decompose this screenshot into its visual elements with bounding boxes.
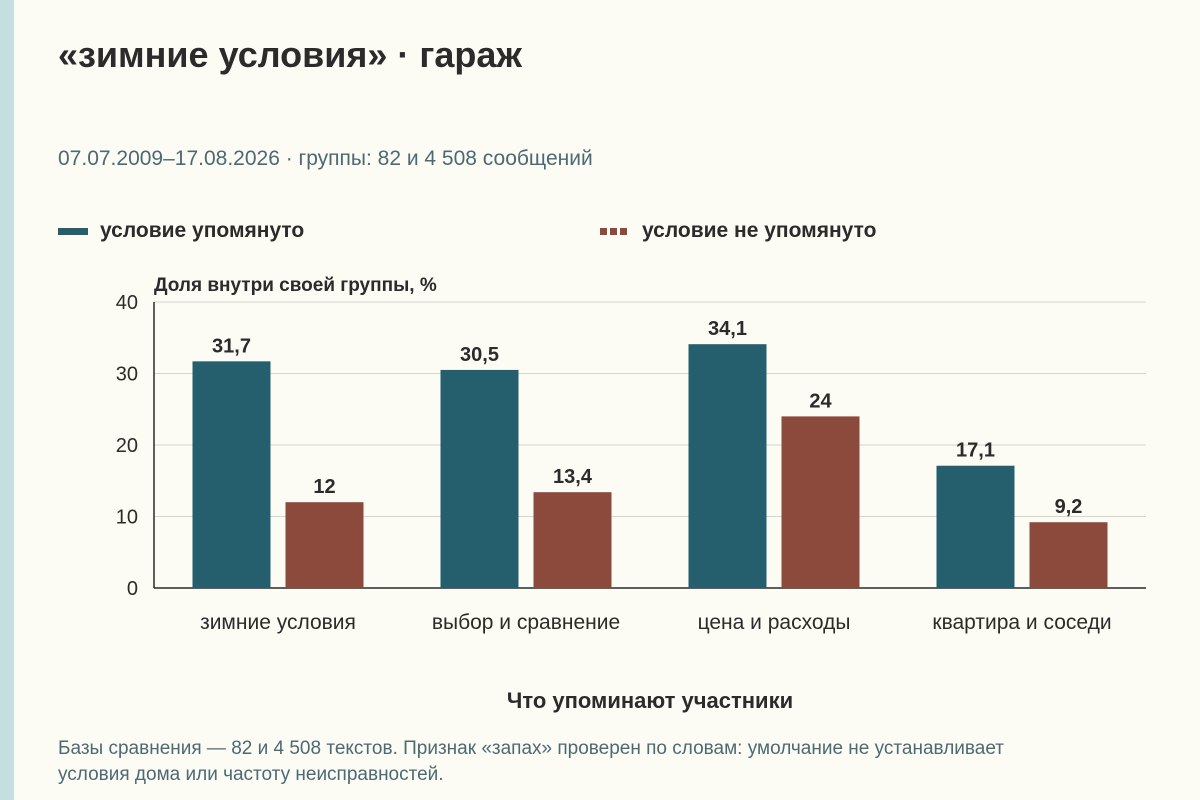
x-tick-label: выбор и сравнение — [432, 611, 620, 634]
legend-swatch-mentioned — [58, 227, 88, 235]
x-axis-label: Что упоминают участники — [507, 688, 793, 713]
bar-mentioned — [936, 465, 1015, 588]
bar-value-label: 24 — [809, 390, 832, 412]
y-tick-label: 40 — [116, 292, 138, 314]
y-tick-label: 0 — [127, 578, 138, 600]
y-tick-label: 10 — [116, 507, 138, 529]
legend-label-not-mentioned: условие не упомянуто — [642, 219, 877, 242]
x-tick-label: зимние условия — [200, 611, 356, 634]
bar-value-label: 9,2 — [1055, 496, 1083, 518]
bar-not-mentioned — [285, 502, 364, 588]
page-subtitle: 07.07.2009–17.08.2026 · группы: 82 и 4 5… — [58, 147, 593, 170]
legend-label-mentioned: условие упомянуто — [100, 219, 305, 242]
footnote: Базы сравнения — 82 и 4 508 текстов. При… — [58, 738, 1004, 785]
page-title: «зимние условия» · гараж — [58, 34, 522, 75]
legend-swatch-not-mentioned — [600, 227, 630, 235]
x-tick-label: цена и расходы — [698, 611, 851, 634]
left-accent-stripe — [0, 0, 14, 800]
bar-value-label: 12 — [313, 476, 335, 498]
bar-not-mentioned — [781, 416, 860, 588]
y-tick-label: 20 — [116, 435, 138, 457]
bar-mentioned — [440, 369, 519, 588]
y-axis-label: Доля внутри своей группы, % — [154, 275, 437, 296]
bar-not-mentioned — [533, 492, 612, 588]
legend-item-not-mentioned: условие не упомянуто — [600, 219, 876, 243]
x-tick-label: квартира и соседи — [932, 611, 1111, 634]
bar-not-mentioned — [1029, 522, 1108, 588]
bar-value-label: 31,7 — [212, 335, 251, 357]
bar-value-label: 30,5 — [460, 344, 499, 366]
bar-mentioned — [688, 344, 767, 588]
bar-value-label: 34,1 — [708, 318, 747, 340]
legend-item-mentioned: условие упомянуто — [58, 219, 304, 243]
bar-value-label: 13,4 — [553, 466, 593, 488]
y-tick-label: 30 — [116, 364, 138, 386]
bar-value-label: 17,1 — [956, 440, 995, 462]
bar-mentioned — [192, 361, 271, 588]
